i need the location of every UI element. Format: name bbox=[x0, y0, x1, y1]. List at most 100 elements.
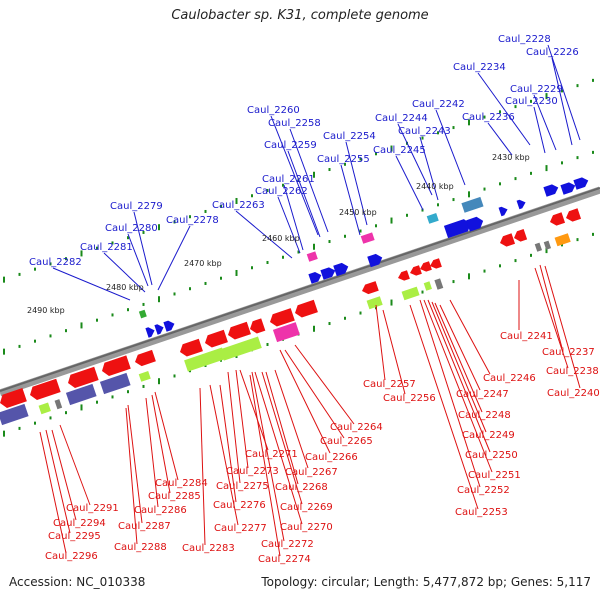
gene-label[interactable]: Caul_2254 bbox=[323, 131, 376, 142]
gene-label[interactable]: Caul_2261 bbox=[262, 174, 315, 185]
gene-label[interactable]: Caul_2250 bbox=[465, 450, 518, 461]
track-tick bbox=[468, 119, 470, 126]
gene-label[interactable]: Caul_2271 bbox=[245, 449, 298, 460]
gene-label[interactable]: Caul_2229 bbox=[510, 84, 563, 95]
gene-block bbox=[65, 383, 97, 406]
leader-line bbox=[345, 141, 368, 226]
gene-arrow bbox=[102, 355, 131, 377]
gene-label[interactable]: Caul_2253 bbox=[455, 507, 508, 518]
gene-label[interactable]: Caul_2283 bbox=[182, 543, 235, 554]
gene-shape bbox=[398, 270, 410, 281]
track-tick bbox=[483, 269, 486, 273]
track-tick bbox=[390, 217, 393, 224]
gene-label[interactable]: Caul_2279 bbox=[110, 201, 163, 212]
gene-label[interactable]: Caul_2278 bbox=[166, 215, 219, 226]
gene-label[interactable]: Caul_2237 bbox=[542, 347, 595, 358]
gene-label[interactable]: Caul_2255 bbox=[317, 154, 370, 165]
track-tick bbox=[18, 426, 21, 430]
gene-label[interactable]: Caul_2264 bbox=[330, 422, 383, 433]
gene-label[interactable]: Caul_2294 bbox=[53, 518, 106, 529]
track-tick bbox=[142, 302, 145, 306]
gene-label[interactable]: Caul_2249 bbox=[462, 430, 515, 441]
leader-line bbox=[249, 374, 281, 557]
gene-shape bbox=[205, 329, 228, 348]
gene-label[interactable]: Caul_2230 bbox=[505, 96, 558, 107]
gene-label[interactable]: Caul_2248 bbox=[458, 410, 511, 421]
gene-label[interactable]: Caul_2258 bbox=[268, 118, 321, 129]
gene-label[interactable]: Caul_2273 bbox=[226, 466, 279, 477]
gene-label[interactable]: Caul_2287 bbox=[118, 521, 171, 532]
track-tick bbox=[80, 404, 83, 411]
genome-backbone bbox=[0, 186, 600, 397]
track-tick bbox=[561, 243, 563, 247]
gene-label[interactable]: Caul_2238 bbox=[546, 366, 599, 377]
gene-label[interactable]: Caul_2286 bbox=[134, 505, 187, 516]
accession-text: Accession: NC_010338 bbox=[9, 575, 146, 589]
gene-label[interactable]: Caul_2285 bbox=[148, 491, 201, 502]
gene-label[interactable]: Caul_2270 bbox=[280, 522, 333, 533]
gene-label[interactable]: Caul_2274 bbox=[258, 554, 311, 565]
gene-label[interactable]: Caul_2295 bbox=[48, 531, 101, 542]
gene-label[interactable]: Caul_2251 bbox=[468, 470, 521, 481]
gene-shape bbox=[426, 213, 439, 224]
gene-arrow bbox=[430, 258, 442, 269]
gene-arrow bbox=[443, 219, 471, 239]
gene-label[interactable]: Caul_2244 bbox=[375, 113, 428, 124]
bottom-gene-labels: Caul_2241 Caul_2237 Caul_2238 Caul_2240 … bbox=[45, 331, 600, 565]
gene-label[interactable]: Caul_2241 bbox=[500, 331, 553, 342]
gene-label[interactable]: Caul_2291 bbox=[66, 503, 119, 514]
gene-label[interactable]: Caul_2268 bbox=[275, 482, 328, 493]
gene-label[interactable]: Caul_2282 bbox=[29, 257, 82, 268]
gene-label[interactable]: Caul_2256 bbox=[383, 393, 436, 404]
scale-label: 2490 kbp bbox=[27, 306, 65, 315]
track-tick bbox=[514, 105, 517, 109]
leader-line bbox=[274, 369, 309, 469]
gene-label[interactable]: Caul_2259 bbox=[264, 140, 317, 151]
gene-label[interactable]: Caul_2240 bbox=[547, 388, 600, 399]
gene-label[interactable]: Caul_2296 bbox=[45, 551, 98, 562]
gene-arrow bbox=[145, 327, 155, 338]
gene-shape bbox=[68, 366, 99, 389]
leader-line bbox=[209, 384, 239, 526]
track-tick bbox=[421, 136, 424, 140]
gene-label[interactable]: Caul_2265 bbox=[320, 436, 373, 447]
gene-label[interactable]: Caul_2246 bbox=[483, 373, 536, 384]
gene-label[interactable]: Caul_2228 bbox=[498, 34, 551, 45]
gene-label[interactable]: Caul_2234 bbox=[453, 62, 506, 73]
gene-label[interactable]: Caul_2260 bbox=[247, 105, 300, 116]
gene-label[interactable]: Caul_2266 bbox=[305, 452, 358, 463]
gene-label[interactable]: Caul_2243 bbox=[398, 126, 451, 137]
gene-shape bbox=[367, 253, 383, 268]
gene-label[interactable]: Caul_2245 bbox=[373, 145, 426, 156]
gene-label[interactable]: Caul_2272 bbox=[261, 539, 314, 550]
track-tick bbox=[282, 183, 284, 187]
track-tick bbox=[96, 318, 98, 322]
gene-label[interactable]: Caul_2257 bbox=[363, 379, 416, 390]
track-tick bbox=[96, 400, 98, 404]
leader-line bbox=[251, 371, 285, 542]
gene-label[interactable]: Caul_2267 bbox=[285, 467, 338, 478]
track-tick bbox=[3, 430, 5, 437]
track-tick bbox=[266, 342, 269, 346]
gene-label[interactable]: Caul_2262 bbox=[255, 186, 308, 197]
gene-label[interactable]: Caul_2288 bbox=[114, 542, 167, 553]
track-tick bbox=[576, 156, 579, 160]
gene-label[interactable]: Caul_2236 bbox=[462, 112, 515, 123]
leader-line bbox=[434, 302, 483, 413]
gene-label[interactable]: Caul_2281 bbox=[80, 242, 133, 253]
gene-label[interactable]: Caul_2226 bbox=[526, 47, 579, 58]
gene-label[interactable]: Caul_2269 bbox=[280, 502, 333, 513]
gene-label[interactable]: Caul_2252 bbox=[457, 485, 510, 496]
gene-arrow bbox=[250, 318, 266, 334]
track-tick bbox=[65, 257, 67, 261]
gene-label[interactable]: Caul_2275 bbox=[216, 481, 269, 492]
gene-label[interactable]: Caul_2247 bbox=[456, 389, 509, 400]
gene-label[interactable]: Caul_2242 bbox=[412, 99, 465, 110]
gene-label[interactable]: Caul_2284 bbox=[155, 478, 208, 489]
gene-shape bbox=[434, 278, 444, 290]
gene-label[interactable]: Caul_2263 bbox=[212, 200, 265, 211]
gene-label[interactable]: Caul_2280 bbox=[105, 223, 158, 234]
gene-label[interactable]: Caul_2276 bbox=[213, 500, 266, 511]
track-tick bbox=[297, 250, 300, 254]
gene-label[interactable]: Caul_2277 bbox=[214, 523, 267, 534]
